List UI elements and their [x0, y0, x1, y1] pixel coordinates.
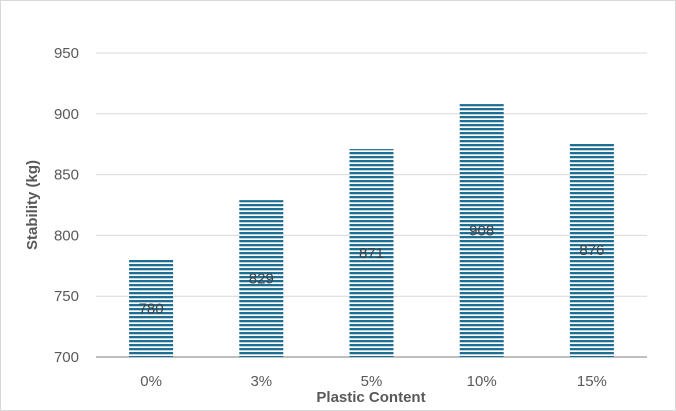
data-label: 780 — [139, 300, 164, 317]
x-tick-label: 0% — [140, 373, 162, 390]
data-label: 876 — [579, 242, 604, 259]
x-axis-title: Plastic Content — [316, 389, 425, 406]
labels: 700 750 800 850 900 950 0% 780 3% 829 5% 871 10% 908 1… — [54, 45, 607, 390]
bar — [569, 142, 614, 357]
y-tick-label: 900 — [54, 106, 79, 123]
bar — [239, 200, 284, 357]
y-tick-label: 800 — [54, 227, 79, 244]
bar — [129, 259, 174, 357]
data-label: 908 — [469, 223, 494, 240]
x-tick-label: 10% — [467, 373, 497, 390]
y-axis-title: Stability (kg) — [24, 160, 41, 250]
y-tick-label: 750 — [54, 288, 79, 305]
y-tick-label: 950 — [54, 45, 79, 62]
bars — [129, 104, 614, 358]
data-label: 871 — [359, 245, 384, 262]
y-tick-label: 850 — [54, 167, 79, 184]
x-tick-label: 15% — [577, 373, 607, 390]
bar — [349, 149, 394, 357]
data-label: 829 — [249, 271, 274, 288]
y-tick-label: 700 — [54, 349, 79, 366]
bar — [459, 104, 504, 358]
x-tick-label: 5% — [361, 373, 383, 390]
x-tick-label: 3% — [250, 373, 272, 390]
